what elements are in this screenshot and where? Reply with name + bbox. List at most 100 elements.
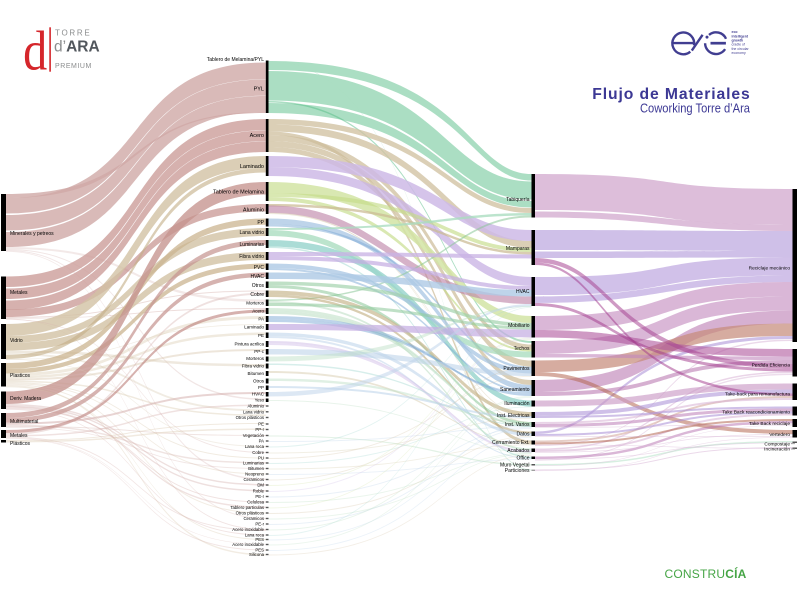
svg-text:intelligent: intelligent bbox=[732, 34, 749, 38]
svg-text:PES: PES bbox=[255, 548, 264, 553]
svg-text:the circular: the circular bbox=[732, 47, 750, 51]
svg-text:Reciclaje mecánico: Reciclaje mecánico bbox=[749, 266, 791, 272]
svg-text:Saneamiento: Saneamiento bbox=[500, 387, 530, 393]
svg-text:PYL: PYL bbox=[254, 86, 264, 92]
svg-text:Flujo de Materiales: Flujo de Materiales bbox=[592, 86, 750, 103]
svg-text:Pintura acrilica: Pintura acrilica bbox=[234, 342, 264, 347]
svg-text:PES: PES bbox=[255, 537, 264, 542]
svg-text:Silicona: Silicona bbox=[249, 552, 265, 557]
svg-text:d’ARA: d’ARA bbox=[54, 39, 100, 56]
svg-text:Acero inoxidable: Acero inoxidable bbox=[232, 542, 264, 547]
svg-text:Laminado: Laminado bbox=[240, 164, 264, 170]
svg-text:Cobre: Cobre bbox=[252, 450, 264, 455]
svg-text:PE: PE bbox=[258, 422, 264, 427]
svg-text:Otros plásticos: Otros plásticos bbox=[236, 415, 264, 420]
svg-text:PP: PP bbox=[258, 385, 264, 390]
svg-text:Incineración: Incineración bbox=[764, 447, 790, 453]
svg-text:Coworking Torre d’Ara: Coworking Torre d’Ara bbox=[640, 100, 751, 115]
svg-text:Ceramicos: Ceramicos bbox=[243, 516, 264, 521]
svg-text:PA: PA bbox=[259, 439, 265, 444]
svg-text:CONSTRUCÍA: CONSTRUCÍA bbox=[664, 566, 746, 581]
svg-text:Cerramiento Ext.: Cerramiento Ext. bbox=[492, 440, 530, 446]
svg-text:growth: growth bbox=[732, 39, 744, 43]
svg-text:PA: PA bbox=[258, 317, 264, 322]
svg-text:Morteros: Morteros bbox=[246, 301, 265, 306]
svg-text:Plasticos: Plasticos bbox=[10, 373, 31, 379]
svg-text:Datos: Datos bbox=[516, 432, 530, 438]
svg-text:Particiones: Particiones bbox=[505, 468, 530, 474]
svg-text:Iluminación: Iluminación bbox=[504, 401, 530, 407]
svg-text:Tablero de Melamina: Tablero de Melamina bbox=[213, 189, 265, 195]
svg-text:TORRE: TORRE bbox=[55, 28, 91, 37]
svg-text:Fibra vidrio: Fibra vidrio bbox=[242, 364, 265, 369]
svg-text:Morteros: Morteros bbox=[246, 356, 265, 361]
svg-text:Inst. Varios: Inst. Varios bbox=[505, 422, 530, 428]
svg-text:Tablero particulas: Tablero particulas bbox=[230, 505, 264, 510]
svg-text:Vegetación: Vegetación bbox=[243, 433, 265, 438]
svg-text:PE-r: PE-r bbox=[255, 522, 264, 527]
svg-text:Take Back reciclaje: Take Back reciclaje bbox=[749, 421, 790, 427]
svg-text:Bitumen: Bitumen bbox=[248, 466, 264, 471]
svg-text:Vertedero: Vertedero bbox=[769, 432, 790, 438]
svg-text:Luminarias: Luminarias bbox=[240, 242, 265, 248]
svg-text:PP-c: PP-c bbox=[254, 349, 265, 354]
svg-text:Minerales y petreos: Minerales y petreos bbox=[10, 231, 54, 237]
svg-text:Inst. Electricas: Inst. Electricas bbox=[497, 413, 530, 419]
svg-text:cradle of: cradle of bbox=[732, 43, 745, 47]
svg-text:Luminarias: Luminarias bbox=[243, 461, 264, 466]
svg-text:Lana vidrio: Lana vidrio bbox=[240, 230, 265, 236]
svg-text:Ceramicos: Ceramicos bbox=[243, 477, 264, 482]
svg-text:Yeso: Yeso bbox=[255, 398, 265, 403]
svg-text:Celulosa: Celulosa bbox=[247, 500, 264, 505]
svg-text:Aluminio: Aluminio bbox=[248, 404, 265, 409]
svg-text:Bitumen: Bitumen bbox=[247, 371, 264, 376]
svg-text:Mamparas: Mamparas bbox=[506, 246, 530, 252]
svg-text:Take Back reacondicionamiento: Take Back reacondicionamiento bbox=[722, 410, 790, 416]
svg-text:PE-r: PE-r bbox=[255, 494, 264, 499]
svg-text:Lana roca: Lana roca bbox=[245, 444, 265, 449]
svg-text:HVAC: HVAC bbox=[250, 274, 264, 280]
svg-text:Otros: Otros bbox=[252, 283, 265, 289]
svg-text:PVC: PVC bbox=[254, 265, 265, 271]
svg-text:Aluminio: Aluminio bbox=[243, 207, 264, 213]
svg-text:Lana vidrio: Lana vidrio bbox=[243, 409, 265, 414]
svg-text:Fibra vidrio: Fibra vidrio bbox=[239, 254, 264, 260]
svg-text:Perdida Eficiencia: Perdida Eficiencia bbox=[752, 363, 791, 369]
svg-text:Acabados: Acabados bbox=[507, 448, 530, 454]
svg-text:Tablero de Melamina/PYL: Tablero de Melamina/PYL bbox=[207, 57, 264, 63]
svg-text:PU: PU bbox=[258, 456, 264, 461]
svg-text:Vidrio: Vidrio bbox=[10, 338, 23, 344]
svg-text:HVAC: HVAC bbox=[516, 289, 530, 295]
svg-text:DM: DM bbox=[257, 483, 264, 488]
svg-text:d: d bbox=[23, 20, 47, 82]
svg-text:PREMIUM: PREMIUM bbox=[55, 63, 92, 70]
svg-text:PP: PP bbox=[257, 220, 264, 226]
svg-text:Metales: Metales bbox=[10, 433, 28, 439]
svg-text:Acero: Acero bbox=[250, 133, 264, 139]
svg-text:economy: economy bbox=[732, 51, 746, 55]
svg-text:Compostaje: Compostaje bbox=[764, 441, 790, 447]
svg-text:Acero: Acero bbox=[252, 309, 264, 314]
svg-text:PP-r: PP-r bbox=[255, 427, 264, 432]
svg-text:HVAC: HVAC bbox=[252, 392, 265, 397]
svg-text:Otros plásticos: Otros plásticos bbox=[236, 511, 264, 516]
svg-text:Neopreno: Neopreno bbox=[245, 472, 264, 477]
svg-text:Office: Office bbox=[517, 456, 530, 462]
svg-text:Muro Vegetal: Muro Vegetal bbox=[500, 463, 529, 469]
svg-text:Laminado: Laminado bbox=[244, 325, 264, 330]
svg-text:eco: eco bbox=[732, 30, 738, 34]
svg-text:Mobiliario: Mobiliario bbox=[508, 323, 530, 329]
svg-text:Cobre: Cobre bbox=[250, 292, 264, 298]
svg-text:Metales: Metales bbox=[10, 290, 28, 296]
svg-text:Lana roca: Lana roca bbox=[245, 533, 265, 538]
svg-text:PE: PE bbox=[258, 333, 264, 338]
svg-text:Techos: Techos bbox=[514, 346, 530, 352]
svg-text:Multimaterial: Multimaterial bbox=[10, 419, 38, 425]
svg-text:Deriv. Madera: Deriv. Madera bbox=[10, 396, 41, 402]
svg-text:Acero inoxidable: Acero inoxidable bbox=[232, 527, 264, 532]
svg-text:Pavimentos: Pavimentos bbox=[503, 366, 530, 372]
svg-text:Plásticos: Plásticos bbox=[10, 441, 31, 447]
svg-text:Tabiquería: Tabiquería bbox=[506, 197, 530, 203]
svg-text:Take-back para remanufactura: Take-back para remanufactura bbox=[725, 392, 790, 398]
svg-text:Otros: Otros bbox=[253, 379, 265, 384]
